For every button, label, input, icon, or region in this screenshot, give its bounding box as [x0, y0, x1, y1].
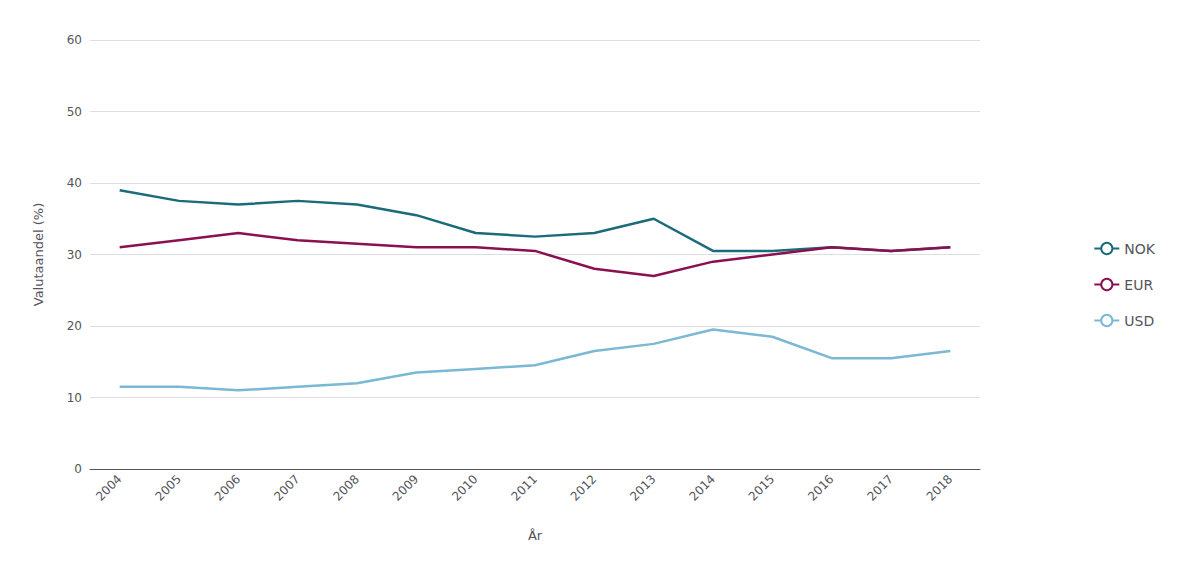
svg-text:2006: 2006: [212, 472, 243, 503]
svg-text:30: 30: [67, 248, 82, 262]
svg-text:2013: 2013: [627, 472, 658, 503]
svg-text:2017: 2017: [864, 472, 895, 503]
svg-text:Valutaandel (%): Valutaandel (%): [31, 203, 46, 306]
svg-text:0: 0: [74, 462, 82, 476]
svg-text:2016: 2016: [805, 472, 836, 503]
svg-text:EUR: EUR: [1124, 277, 1153, 293]
svg-text:2004: 2004: [93, 472, 124, 503]
svg-text:2018: 2018: [924, 472, 955, 503]
svg-text:2012: 2012: [568, 472, 599, 503]
svg-text:År: År: [528, 528, 543, 543]
svg-text:2007: 2007: [271, 472, 302, 503]
svg-text:20: 20: [67, 319, 82, 333]
svg-text:2005: 2005: [152, 472, 183, 503]
svg-text:2008: 2008: [330, 472, 361, 503]
svg-text:10: 10: [67, 391, 82, 405]
svg-text:60: 60: [67, 33, 82, 47]
svg-text:USD: USD: [1124, 313, 1154, 329]
svg-text:2014: 2014: [686, 472, 717, 503]
svg-text:2011: 2011: [508, 472, 539, 503]
svg-text:40: 40: [67, 176, 82, 190]
svg-text:2010: 2010: [449, 472, 480, 503]
svg-text:2009: 2009: [390, 472, 421, 503]
svg-text:2015: 2015: [746, 472, 777, 503]
svg-text:50: 50: [67, 105, 82, 119]
svg-text:NOK: NOK: [1124, 241, 1155, 257]
